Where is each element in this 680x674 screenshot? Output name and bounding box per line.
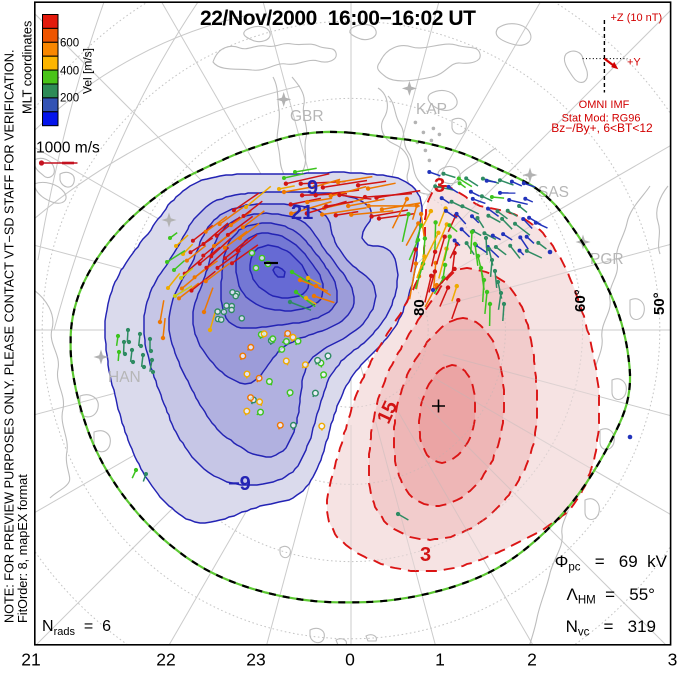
svg-text:+Y: +Y [627, 57, 641, 69]
svg-text:MLT coordinates: MLT coordinates [21, 21, 35, 114]
svg-text:3: 3 [668, 650, 678, 670]
svg-text:FitOrder: 8, mapEX format: FitOrder: 8, mapEX format [16, 474, 30, 623]
svg-text:Stat Mod: RG96: Stat Mod: RG96 [562, 113, 641, 125]
svg-text:PGR: PGR [590, 251, 624, 268]
svg-text:1: 1 [435, 650, 445, 670]
svg-text:ΛHM = 55°: ΛHM = 55° [566, 585, 655, 607]
svg-text:HAN: HAN [108, 369, 141, 386]
svg-text:50°: 50° [651, 292, 668, 315]
svg-text:80: 80 [411, 299, 428, 316]
svg-text:Φpc = 69 kV: Φpc = 69 kV [555, 552, 668, 574]
svg-text:9: 9 [307, 177, 318, 199]
svg-text:23: 23 [246, 650, 265, 670]
svg-text:21: 21 [21, 650, 40, 670]
svg-text:Bz−/By+, 6<BT<12: Bz−/By+, 6<BT<12 [551, 121, 653, 135]
svg-text:22/Nov/2000 16:00−16:02 UT: 22/Nov/2000 16:00−16:02 UT [200, 7, 476, 30]
svg-text:2: 2 [527, 650, 537, 670]
svg-text:0: 0 [345, 650, 355, 670]
svg-text:KAP: KAP [416, 101, 447, 118]
svg-text:Vel [m/s]: Vel [m/s] [81, 48, 95, 94]
svg-text:3: 3 [434, 175, 445, 197]
svg-text:NOTE: FOR PREVIEW PURPOSES ONL: NOTE: FOR PREVIEW PURPOSES ONLY. PLEASE … [3, 50, 17, 624]
svg-text:21: 21 [291, 202, 313, 224]
svg-text:−9: −9 [228, 473, 251, 495]
svg-text:1000 m/s: 1000 m/s [36, 140, 100, 157]
svg-text:+Z (10 nT): +Z (10 nT) [611, 12, 663, 24]
svg-text:GBR: GBR [290, 108, 324, 125]
svg-text:OMNI IMF: OMNI IMF [579, 99, 630, 111]
svg-text:3: 3 [420, 544, 431, 566]
svg-text:60°: 60° [572, 289, 589, 312]
svg-text:600: 600 [60, 38, 79, 50]
svg-text:400: 400 [60, 66, 79, 78]
svg-text:200: 200 [60, 93, 79, 105]
svg-text:22: 22 [156, 650, 175, 670]
